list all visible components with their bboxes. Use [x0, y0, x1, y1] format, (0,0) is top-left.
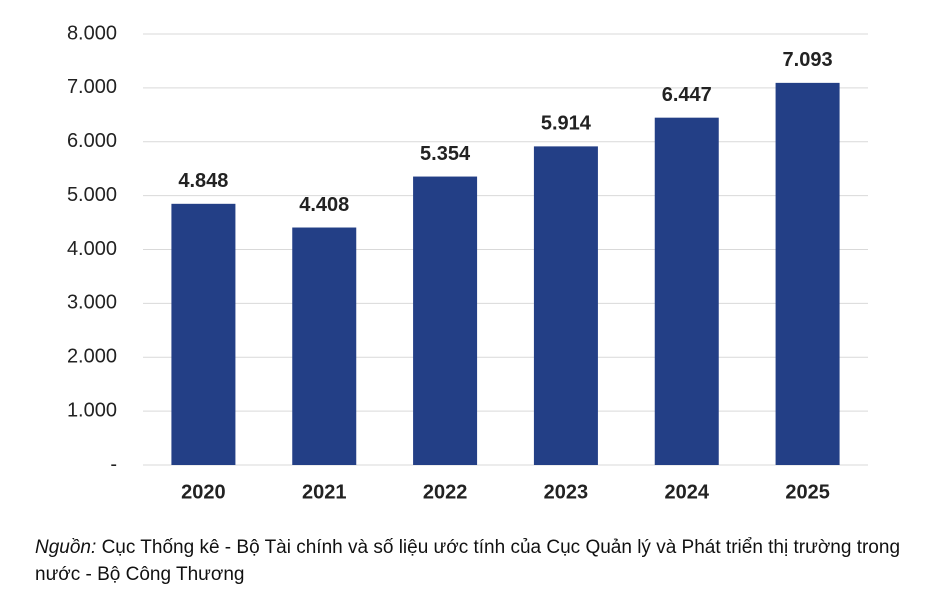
x-tick-label: 2021 — [302, 481, 347, 503]
value-label: 5.914 — [541, 113, 592, 135]
value-label: 4.848 — [178, 170, 228, 192]
y-tick-label: 3.000 — [67, 292, 117, 314]
chart: - 1.000 2.000 3.000 4.000 5.000 6.000 7.000 8.00… — [67, 22, 868, 503]
bar — [654, 117, 719, 465]
value-label: 5.354 — [420, 143, 471, 165]
y-tick-label: 1.000 — [67, 399, 117, 421]
x-tick-label: 2023 — [544, 481, 589, 503]
bar — [775, 82, 840, 465]
source-label: Nguồn: — [35, 537, 97, 558]
x-tick-label: 2025 — [785, 481, 830, 503]
y-tick-label: 6.000 — [67, 130, 117, 152]
y-tick-label: 4.000 — [67, 238, 117, 260]
source-note: Nguồn: Cục Thống kê - Bộ Tài chính và số… — [35, 534, 915, 588]
y-tick-label: 8.000 — [67, 22, 117, 44]
value-label: 6.447 — [662, 84, 712, 106]
y-tick-label: 2.000 — [67, 346, 117, 368]
value-label: 7.093 — [783, 49, 833, 71]
bar — [533, 146, 598, 466]
y-tick-label: - — [110, 453, 117, 475]
y-tick-label: 7.000 — [67, 76, 117, 98]
y-tick-label: 5.000 — [67, 184, 117, 206]
x-tick-label: 2022 — [423, 481, 468, 503]
value-label: 4.408 — [299, 194, 349, 216]
bar — [292, 227, 357, 465]
x-tick-label: 2020 — [181, 481, 226, 503]
x-tick-label: 2024 — [665, 481, 710, 503]
bar — [171, 203, 236, 465]
bar — [413, 176, 478, 465]
source-text: Cục Thống kê - Bộ Tài chính và số liệu ư… — [35, 537, 901, 585]
